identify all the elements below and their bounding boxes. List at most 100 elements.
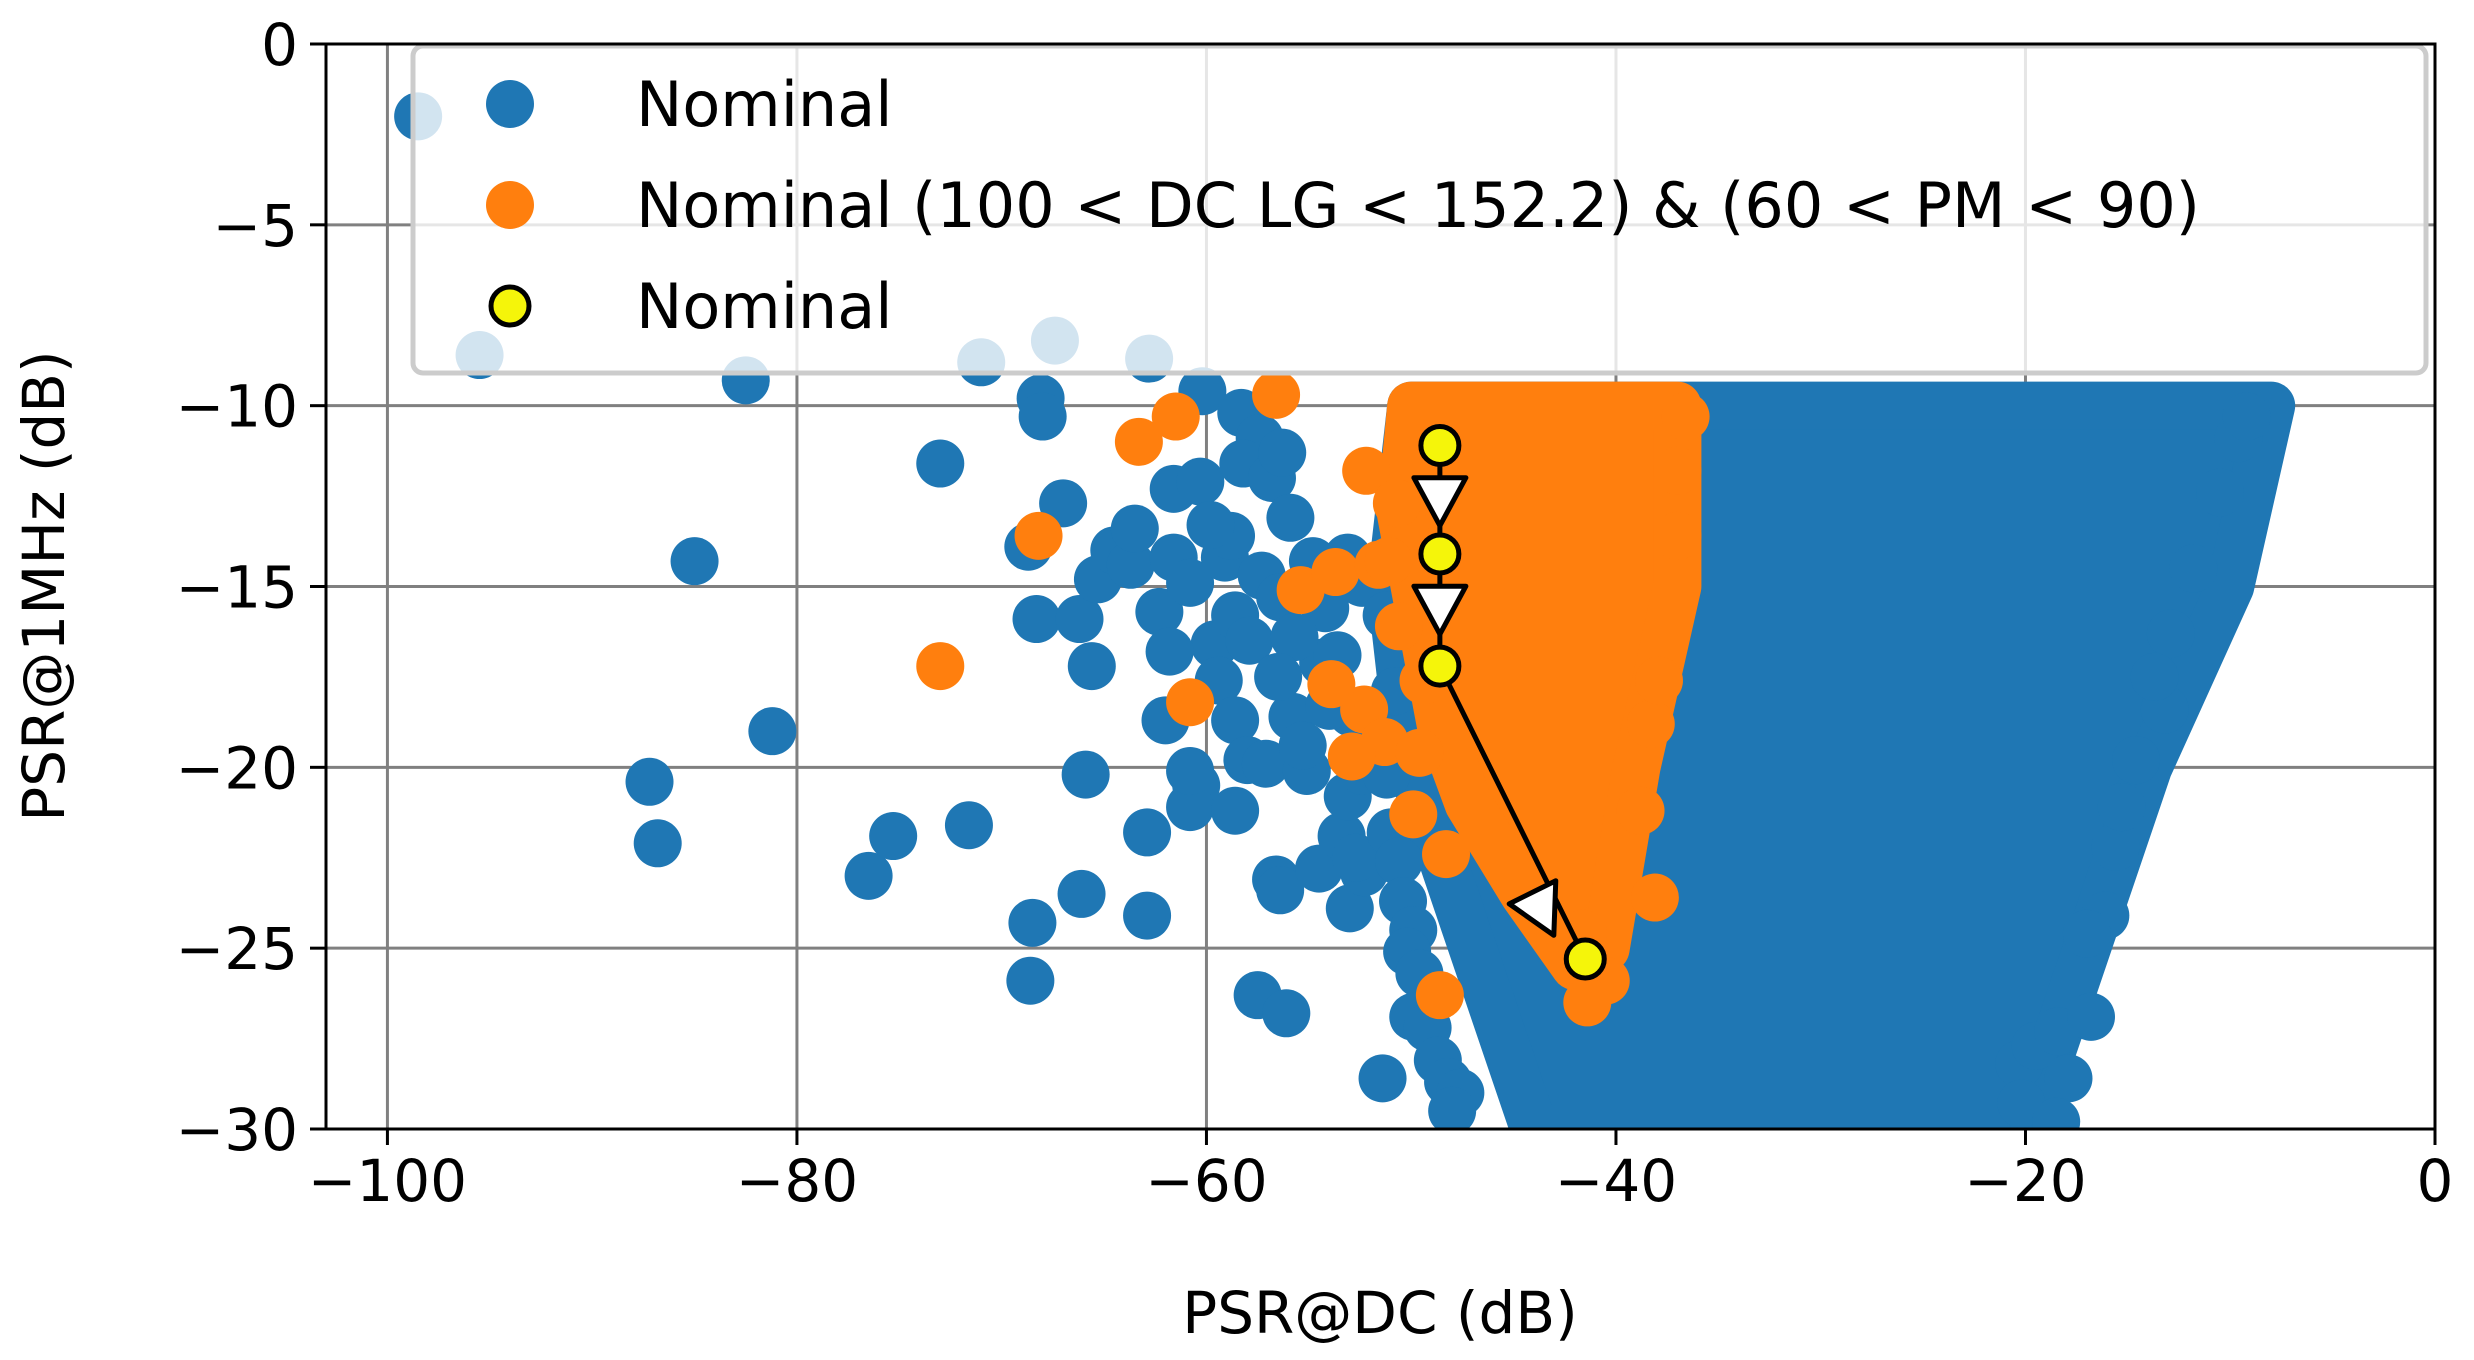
nominal-point xyxy=(844,851,893,900)
legend-label: Nominal xyxy=(636,68,892,141)
nominal-point xyxy=(1358,1054,1407,1103)
nominal-point xyxy=(1123,808,1172,857)
y-tick-label: 0 xyxy=(261,11,298,79)
y-tick-label: −15 xyxy=(176,554,298,622)
y-axis-label: PSR@1MHz (dB) xyxy=(10,350,78,821)
nominal-point xyxy=(1008,898,1057,947)
filtered-point xyxy=(1374,602,1423,651)
nominal-point xyxy=(633,819,682,868)
nominal-point xyxy=(1331,833,1380,882)
x-tick-label: −60 xyxy=(1145,1147,1267,1215)
legend: Nominal Nominal (100 < DC LG < 152.2) & (… xyxy=(410,43,2429,376)
x-tick-label: 0 xyxy=(2417,1147,2454,1215)
nominal-point xyxy=(2091,822,2140,871)
nominal-point xyxy=(1110,504,1159,553)
nominal-point xyxy=(2067,992,2116,1041)
legend-label: Nominal xyxy=(636,270,892,343)
nominal-point xyxy=(1186,501,1235,550)
nominal-point xyxy=(1176,457,1225,506)
data-layer xyxy=(394,92,2296,1129)
nominal-point xyxy=(748,707,797,756)
x-axis-label: PSR@DC (dB) xyxy=(1182,1279,1578,1347)
x-tick-label: −100 xyxy=(308,1147,467,1215)
filtered-point xyxy=(1311,548,1360,597)
nominal-point xyxy=(1006,956,1055,1005)
nominal-point xyxy=(1262,989,1311,1038)
filtered-point xyxy=(1372,479,1421,528)
nominal-point xyxy=(1254,652,1303,701)
nominal-point xyxy=(1067,642,1116,691)
nominal-point xyxy=(1374,837,1423,886)
nominal-point xyxy=(944,801,993,850)
nominal-point xyxy=(869,812,918,861)
y-tick-label: −10 xyxy=(176,373,298,441)
filtered-point xyxy=(1415,971,1464,1020)
nominal-point xyxy=(1145,627,1194,676)
filtered-point xyxy=(1422,830,1471,879)
filtered-point xyxy=(1563,978,1612,1027)
nominal-point xyxy=(1256,866,1305,915)
nominal-point xyxy=(1018,392,1067,441)
legend-label: Nominal (100 < DC LG < 152.2) & (60 < PM… xyxy=(636,169,2200,242)
nominal-point xyxy=(1211,786,1260,835)
axis-ticks: −100 −80 −60 −40 −20 0 0 −5 −10 −15 −20 −25 −30 xyxy=(176,11,2454,1215)
filtered-point xyxy=(1114,417,1163,466)
nominal-point xyxy=(1135,587,1184,636)
filtered-point xyxy=(1395,728,1444,777)
filtered-point xyxy=(1616,786,1665,835)
filtered-point xyxy=(1166,678,1215,727)
nominal-point xyxy=(1270,613,1319,662)
path-point xyxy=(1563,937,1607,981)
filtered-point xyxy=(1014,511,1063,560)
nominal-point xyxy=(2196,468,2245,517)
nominal-point xyxy=(1123,891,1172,940)
filtered-point xyxy=(1327,732,1376,781)
nominal-point xyxy=(1061,750,1110,799)
legend-marker-path xyxy=(488,284,532,328)
nominal-point xyxy=(2222,392,2271,441)
path-arrow xyxy=(1411,475,1469,529)
nominal-point xyxy=(1166,783,1215,832)
nominal-point xyxy=(2130,652,2179,701)
filtered-point xyxy=(1661,392,1710,441)
filtered-point xyxy=(1252,370,1301,419)
nominal-point xyxy=(1057,869,1106,918)
y-tick-label: −25 xyxy=(176,915,298,983)
nominal-point xyxy=(2044,1054,2093,1103)
nominal-point xyxy=(2169,544,2218,593)
nominal-point xyxy=(916,439,965,488)
y-tick-label: −20 xyxy=(176,734,298,802)
y-tick-label: −5 xyxy=(213,192,299,260)
filtered-point xyxy=(1307,660,1356,709)
path-arrow xyxy=(1411,583,1469,637)
nominal-point xyxy=(1055,595,1104,644)
filtered-point xyxy=(1653,511,1702,560)
path-point xyxy=(1418,532,1462,576)
filtered-point xyxy=(1626,699,1675,748)
filtered-point xyxy=(1389,790,1438,839)
legend-marker-filtered xyxy=(486,181,534,229)
filtered-point xyxy=(1364,537,1413,586)
nominal-point xyxy=(2112,736,2161,785)
path-point xyxy=(1418,644,1462,688)
filtered-point xyxy=(1342,446,1391,495)
path-arrow xyxy=(1506,878,1559,938)
nominal-point xyxy=(1258,428,1307,477)
x-tick-label: −40 xyxy=(1555,1147,1677,1215)
nominal-point xyxy=(1166,746,1215,795)
nominal-point xyxy=(1012,595,1061,644)
nominal-point xyxy=(2146,609,2195,658)
legend-box xyxy=(410,43,2429,376)
nominal-point xyxy=(1166,558,1215,607)
filtered-point xyxy=(1634,656,1683,705)
filtered-point xyxy=(916,642,965,691)
nominal-point xyxy=(670,537,719,586)
legend-marker-nominal xyxy=(486,80,534,128)
filtered-point xyxy=(1630,873,1679,922)
nominal-point xyxy=(1241,739,1290,788)
nominal-point xyxy=(1211,696,1260,745)
x-tick-label: −20 xyxy=(1964,1147,2086,1215)
x-tick-label: −80 xyxy=(736,1147,858,1215)
path-point xyxy=(1418,423,1462,467)
